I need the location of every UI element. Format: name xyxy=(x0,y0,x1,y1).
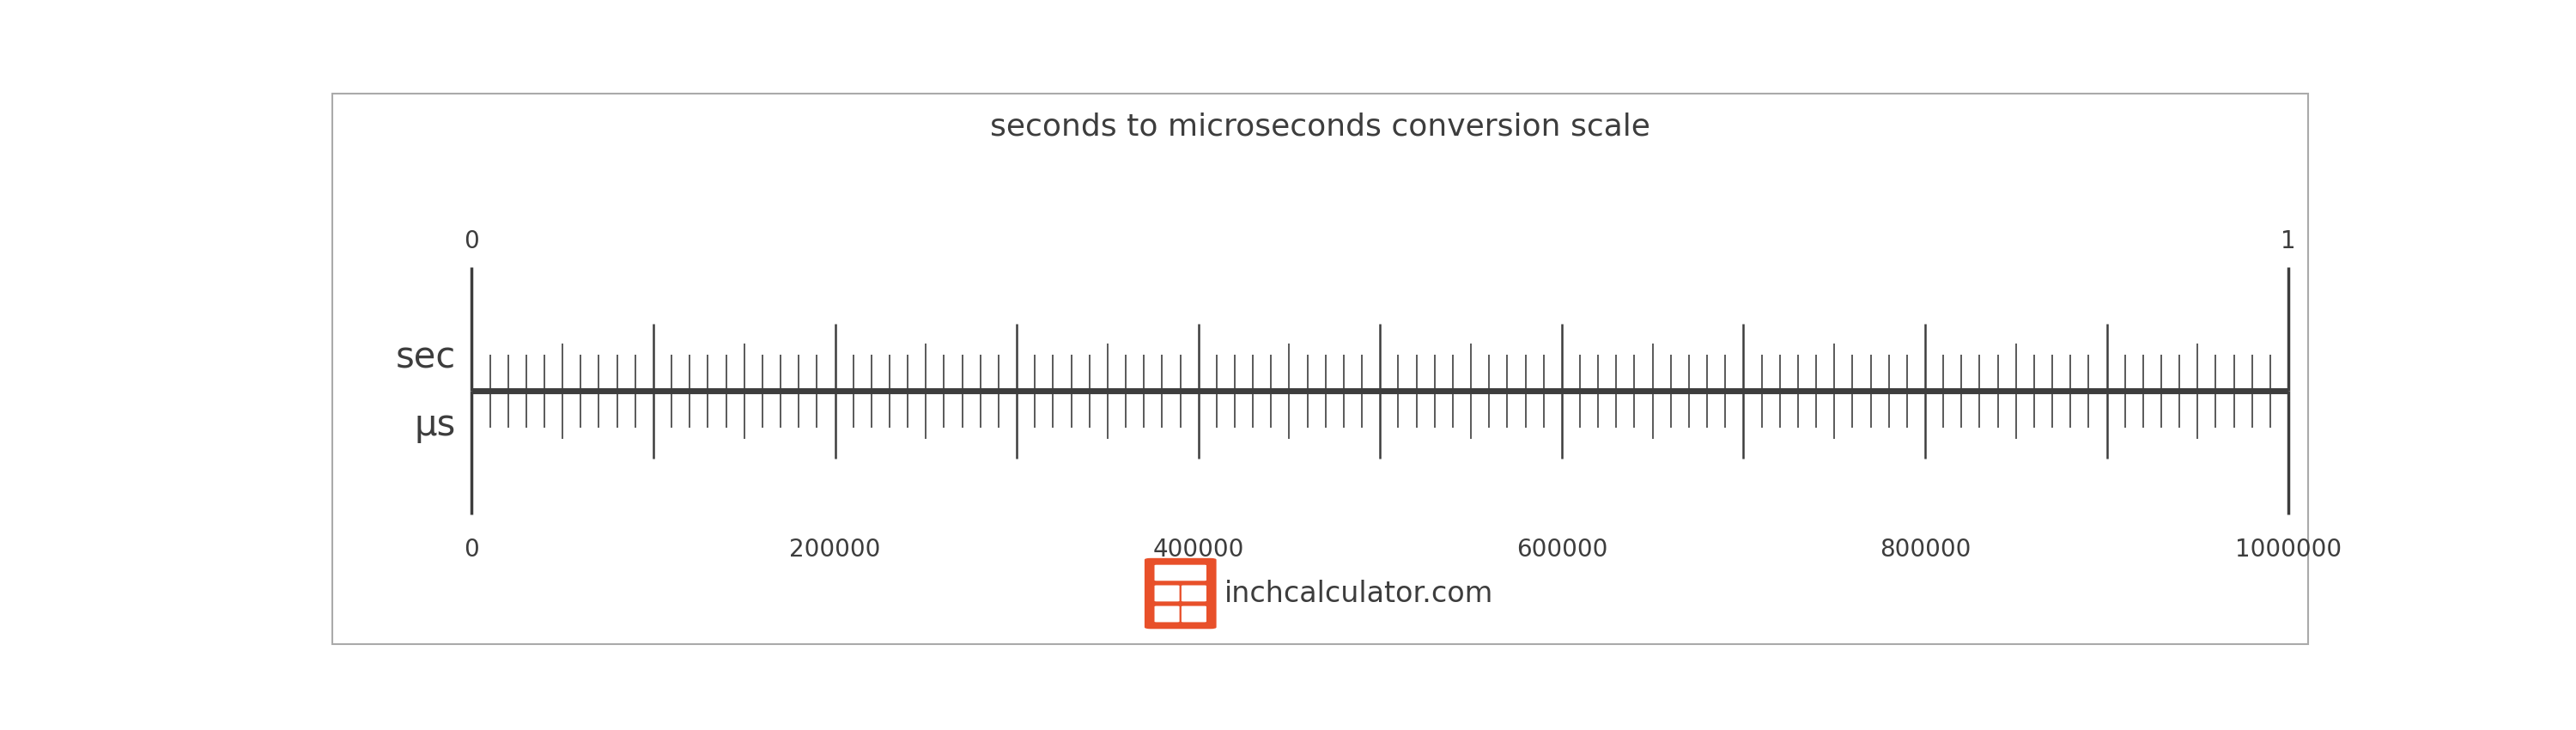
Text: sec: sec xyxy=(397,339,456,375)
Text: 1: 1 xyxy=(2280,229,2295,253)
FancyBboxPatch shape xyxy=(1144,558,1216,629)
FancyBboxPatch shape xyxy=(1154,565,1206,581)
Text: 800000: 800000 xyxy=(1880,537,1971,561)
FancyBboxPatch shape xyxy=(1182,606,1206,622)
FancyBboxPatch shape xyxy=(1154,585,1180,602)
FancyBboxPatch shape xyxy=(1182,585,1206,602)
Text: inchcalculator.com: inchcalculator.com xyxy=(1224,580,1494,607)
Text: 200000: 200000 xyxy=(788,537,881,561)
Text: μs: μs xyxy=(415,407,456,443)
Text: seconds to microseconds conversion scale: seconds to microseconds conversion scale xyxy=(989,112,1651,142)
Text: 0: 0 xyxy=(464,229,479,253)
Text: 1000000: 1000000 xyxy=(2236,537,2342,561)
FancyBboxPatch shape xyxy=(1154,606,1180,622)
Text: 600000: 600000 xyxy=(1517,537,1607,561)
Text: 400000: 400000 xyxy=(1151,537,1244,561)
Text: 0: 0 xyxy=(464,537,479,561)
